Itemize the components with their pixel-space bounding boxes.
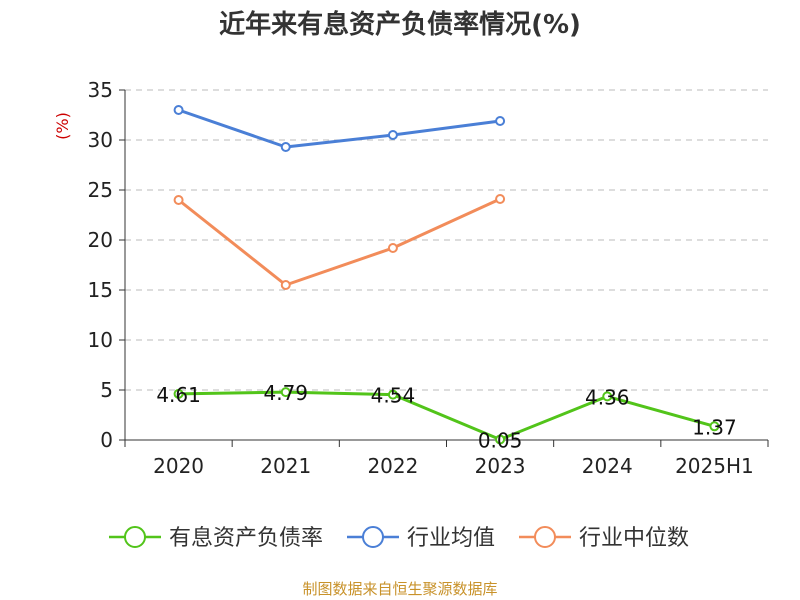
- series-lines: [173, 105, 720, 445]
- data-label: 4.79: [263, 381, 308, 405]
- y-tick-label: 0: [100, 428, 113, 452]
- series-1: [173, 105, 506, 152]
- data-point: [173, 105, 184, 115]
- data-label: 1.37: [692, 415, 737, 439]
- x-tick-label: 2023: [475, 454, 526, 478]
- legend-label: 行业中位数: [579, 526, 689, 551]
- series-line: [178, 390, 715, 441]
- y-tick-label: 15: [88, 278, 113, 302]
- data-point: [280, 280, 291, 290]
- data-label: 4.36: [585, 385, 630, 409]
- y-tick-label: 10: [88, 328, 113, 352]
- series-0: [173, 387, 720, 445]
- legend: 有息资产负债率 行业均值 行业中位数: [109, 526, 689, 551]
- series-2: [173, 194, 506, 290]
- data-point: [387, 389, 398, 400]
- legend-marker-icon: [362, 526, 384, 548]
- x-tick-label: 2024: [582, 454, 633, 478]
- legend-label: 有息资产负债率: [169, 526, 323, 551]
- y-axis-unit-label: (%): [53, 112, 72, 140]
- data-point: [173, 195, 184, 205]
- series-line: [177, 197, 501, 287]
- y-tick-label: 25: [88, 178, 113, 202]
- legend-item-2: 行业中位数: [519, 526, 689, 551]
- data-point: [387, 130, 398, 140]
- data-labels: 4.61 4.79 4.54 0.05 4.36 1.37: [156, 381, 736, 452]
- legend-marker-icon: [534, 526, 556, 548]
- data-point: [495, 194, 506, 204]
- source-footer: 制图数据来自恒生聚源数据库: [302, 580, 497, 598]
- x-tick-label: 2020: [153, 454, 204, 478]
- chart-title: 近年来有息资产负债率情况(%): [219, 9, 581, 40]
- legend-marker-icon: [124, 526, 146, 548]
- y-tick-label: 5: [100, 378, 113, 402]
- data-label: 4.54: [371, 384, 416, 408]
- data-point: [495, 116, 506, 126]
- x-tick-label: 2025H1: [675, 454, 754, 478]
- data-point: [387, 243, 398, 253]
- y-tick-label: 35: [88, 78, 113, 102]
- data-label: 0.05: [478, 429, 523, 453]
- data-point: [280, 387, 291, 398]
- x-tick-label: 2022: [367, 454, 418, 478]
- data-point: [173, 388, 184, 399]
- data-point: [280, 142, 291, 152]
- data-point: [709, 421, 720, 432]
- y-tick-label: 30: [88, 128, 113, 152]
- data-point: [602, 391, 613, 402]
- legend-item-1: 行业均值: [347, 526, 495, 551]
- series-line: [178, 108, 501, 149]
- gridlines: [125, 89, 768, 391]
- legend-item-0: 有息资产负债率: [109, 526, 323, 551]
- data-label: 4.61: [156, 383, 201, 407]
- axes: 0 5 10 15 20 25 30 35 2020 2021 2022 2023 2024 2025H1: [88, 78, 769, 478]
- x-tick-label: 2021: [260, 454, 311, 478]
- legend-label: 行业均值: [407, 526, 495, 551]
- data-point: [495, 434, 506, 445]
- y-tick-label: 20: [88, 228, 113, 252]
